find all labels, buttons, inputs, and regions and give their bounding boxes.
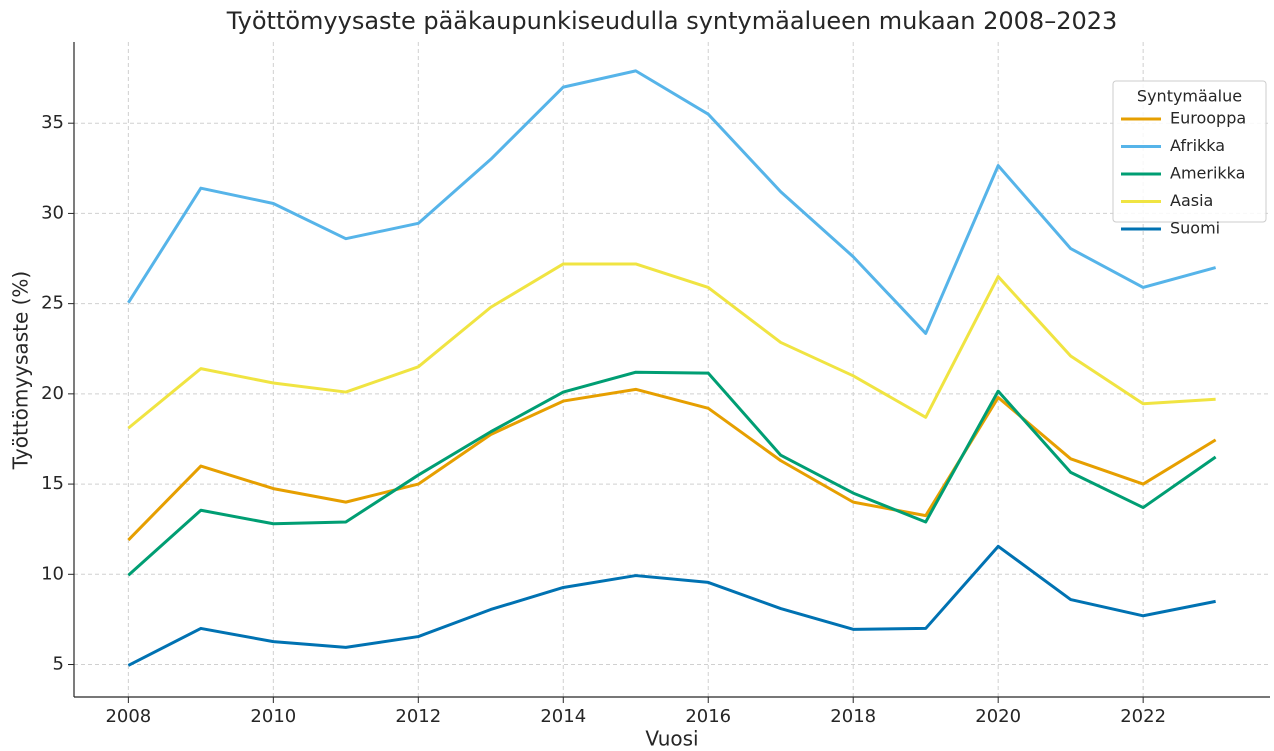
series-line: [127, 262, 1216, 430]
y-tick-label: 20: [41, 383, 64, 404]
legend-label: Afrikka: [1170, 136, 1225, 155]
chart-title: Työttömyysaste pääkaupunkiseudulla synty…: [226, 7, 1118, 35]
legend-label: Amerikka: [1170, 164, 1245, 183]
x-tick-label: 2016: [685, 706, 731, 727]
y-tick-label: 5: [53, 654, 64, 675]
legend-label: Aasia: [1170, 191, 1213, 210]
legend-label: Eurooppa: [1170, 109, 1246, 128]
x-tick-label: 2018: [830, 706, 876, 727]
series-line: [127, 370, 1217, 577]
series-line: [127, 544, 1216, 667]
series-line: [127, 69, 1217, 335]
y-tick-label: 25: [41, 293, 64, 314]
y-tick-label: 10: [41, 563, 64, 584]
y-axis-label: Työttömyysaste (%): [9, 271, 33, 470]
legend-label: Suomi: [1170, 219, 1220, 238]
x-tick-label: 2008: [105, 706, 151, 727]
x-tick-label: 2022: [1120, 706, 1166, 727]
x-tick-label: 2020: [975, 706, 1021, 727]
x-tick-label: 2014: [540, 706, 586, 727]
x-axis-label: Vuosi: [645, 727, 698, 751]
legend: Syntymäalue Eurooppa Afrikka Amerikka Aasia S…: [1112, 80, 1267, 238]
y-tick-label: 35: [41, 112, 64, 133]
y-tick-label: 30: [41, 202, 64, 223]
legend-box: [1112, 80, 1267, 223]
x-tick-label: 2012: [395, 706, 441, 727]
x-tick-label: 2010: [250, 706, 296, 727]
legend-title: Syntymäalue: [1137, 87, 1242, 106]
y-tick-label: 15: [41, 473, 64, 494]
series-line: [127, 387, 1217, 542]
